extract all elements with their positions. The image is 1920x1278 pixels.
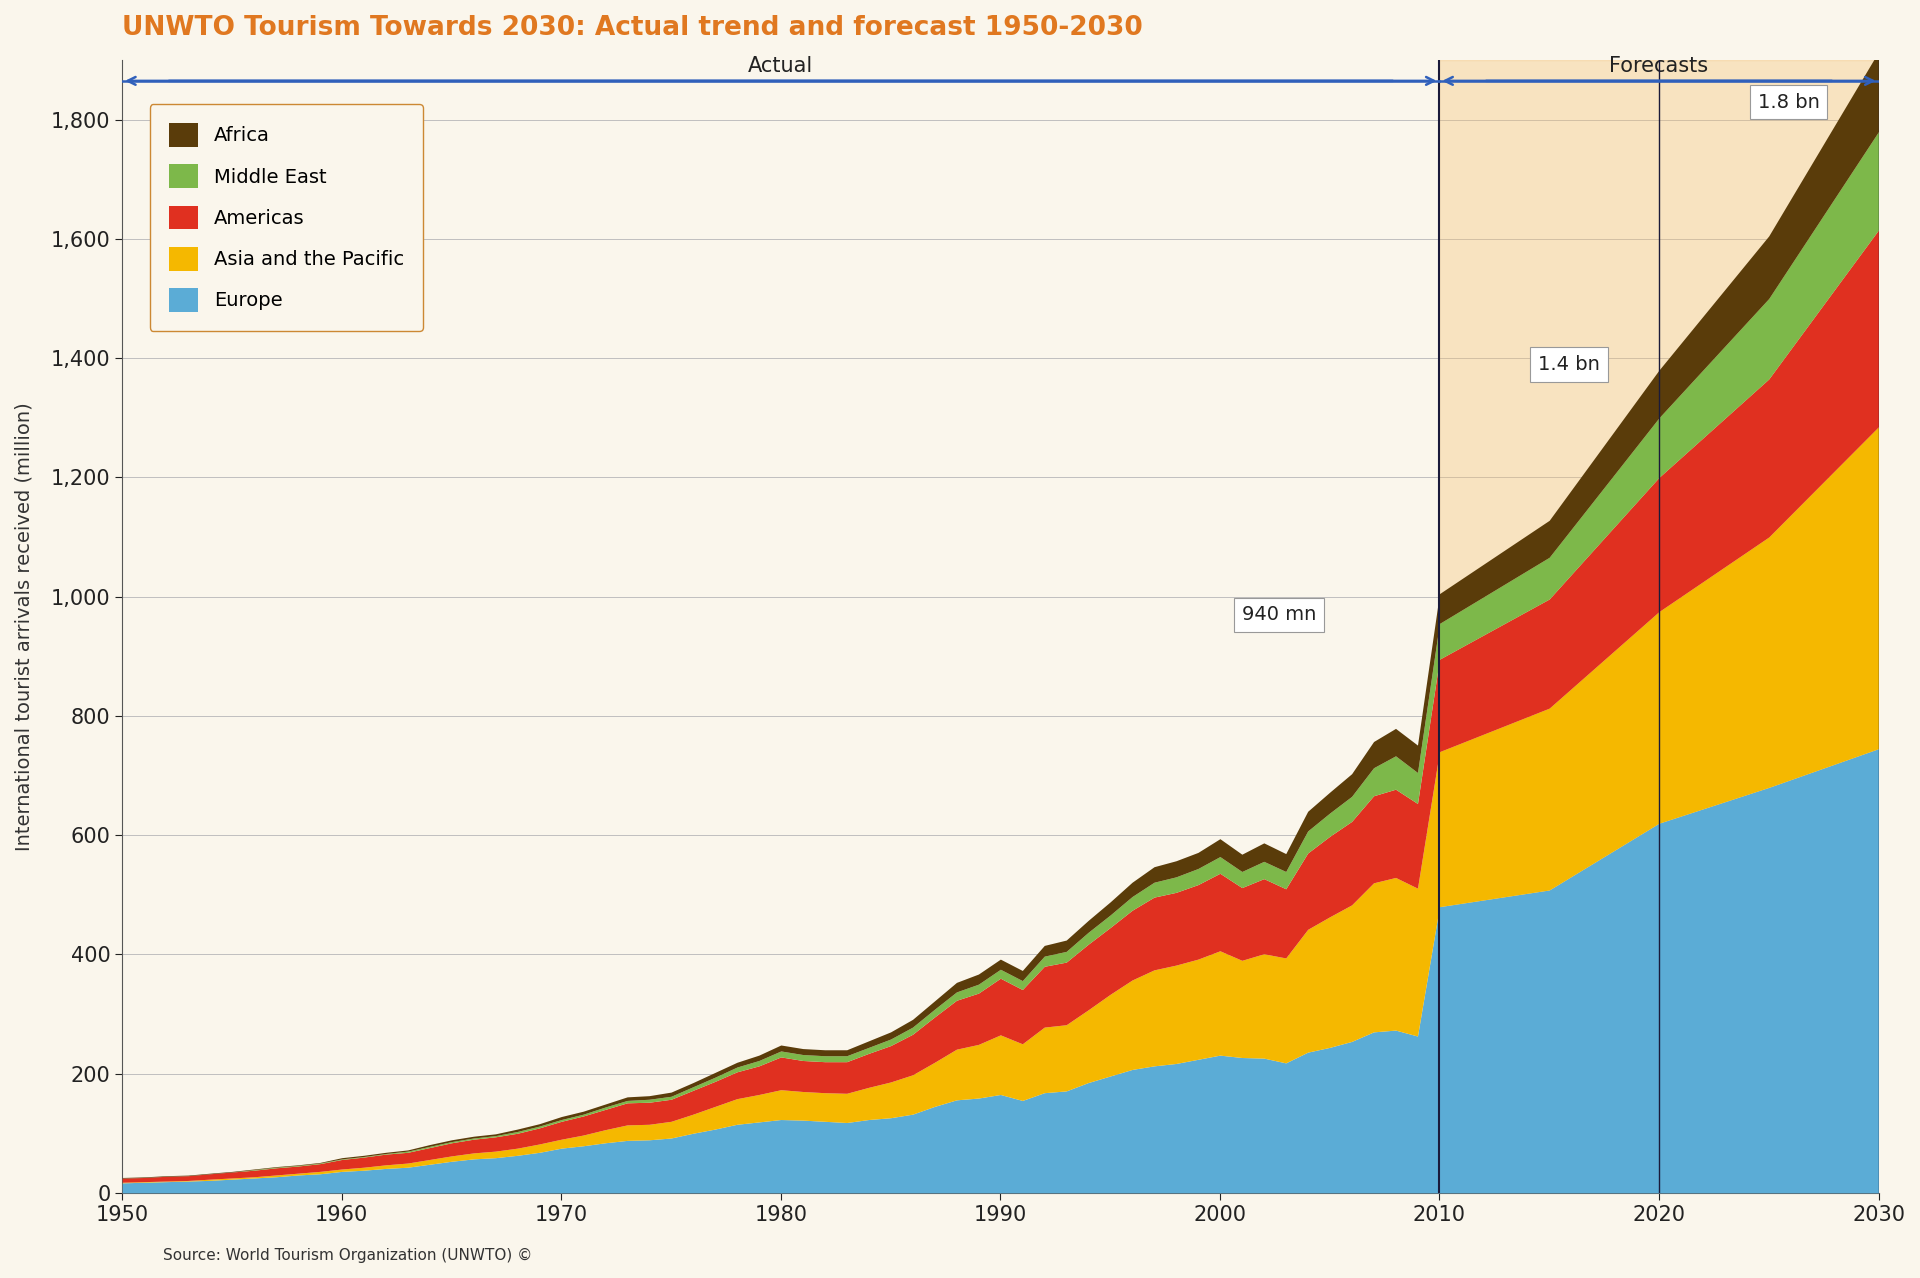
Text: Forecasts: Forecasts [1609, 56, 1709, 77]
Legend: Africa, Middle East, Americas, Asia and the Pacific, Europe: Africa, Middle East, Americas, Asia and … [150, 104, 422, 331]
Text: UNWTO Tourism Towards 2030: Actual trend and forecast 1950-2030: UNWTO Tourism Towards 2030: Actual trend… [123, 15, 1142, 41]
Text: Actual: Actual [749, 56, 814, 77]
Text: 940 mn: 940 mn [1242, 606, 1317, 625]
Bar [1440, 60, 1878, 1192]
Text: 1.8 bn: 1.8 bn [1757, 93, 1820, 111]
Y-axis label: International tourist arrivals received (million): International tourist arrivals received … [15, 403, 35, 851]
Text: 1.4 bn: 1.4 bn [1538, 355, 1599, 374]
Text: Source: World Tourism Organization (UNWTO) ©: Source: World Tourism Organization (UNWT… [163, 1247, 532, 1263]
